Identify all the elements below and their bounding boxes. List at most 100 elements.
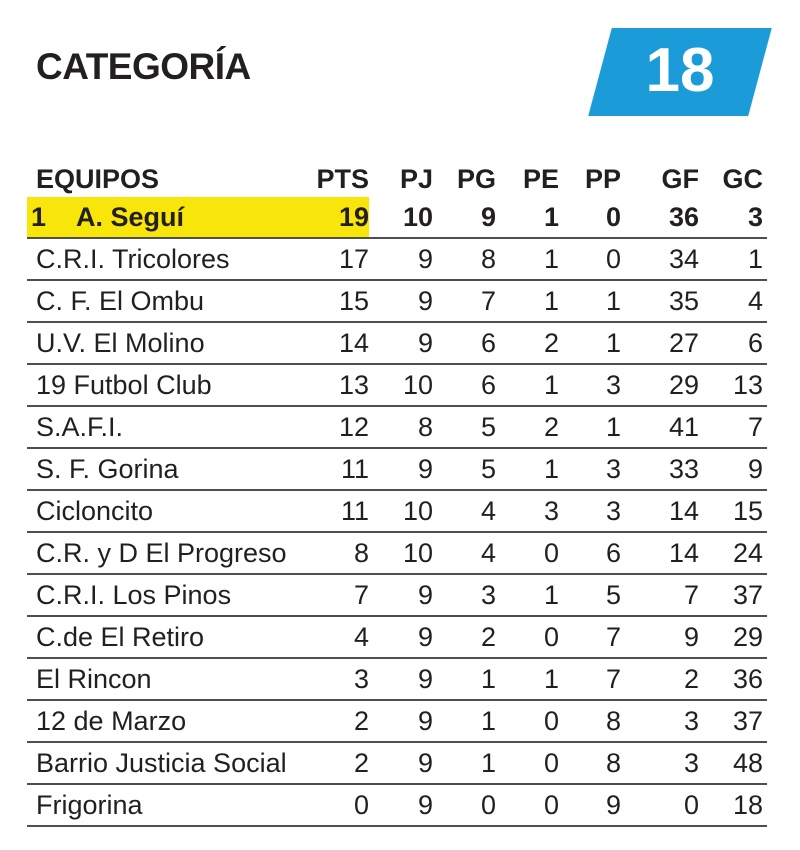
gf-cell: 33 (668, 453, 699, 484)
pj-cell: 10 (402, 201, 433, 232)
pp-cell: 3 (605, 495, 621, 526)
pts-cell: 8 (353, 537, 369, 568)
pg-cell: 1 (480, 747, 496, 778)
team-cell: El Rincon (27, 659, 299, 699)
table-row: Cicloncito 11 10 4 3 3 14 15 (27, 491, 767, 533)
team-cell: U.V. El Molino (27, 323, 299, 363)
column-header-gc: GC (722, 164, 764, 194)
team-cell: S. F. Gorina (27, 449, 299, 489)
gf-cell: 36 (668, 201, 699, 232)
pp-cell: 0 (605, 201, 621, 232)
table-row: 12 de Marzo 2 9 1 0 8 3 37 (27, 701, 767, 743)
team-name: 12 de Marzo (36, 705, 187, 736)
gf-cell: 2 (683, 663, 699, 694)
gf-cell: 34 (668, 243, 699, 274)
pts-cell: 7 (353, 579, 369, 610)
team-cell: C. F. El Ombu (27, 281, 299, 321)
table-row: C.R.I. Tricolores 17 9 8 1 0 34 1 (27, 239, 767, 281)
pe-cell: 2 (543, 327, 559, 358)
pj-cell: 9 (417, 285, 433, 316)
pg-cell: 0 (480, 789, 496, 820)
table-row: S. F. Gorina 11 9 5 1 3 33 9 (27, 449, 767, 491)
pj-cell: 9 (417, 453, 433, 484)
pp-cell: 1 (605, 411, 621, 442)
gc-cell: 7 (747, 411, 763, 442)
pp-cell: 9 (605, 789, 621, 820)
gf-cell: 14 (668, 495, 699, 526)
pg-cell: 2 (480, 621, 496, 652)
column-header-pts: PTS (316, 164, 369, 194)
pp-cell: 6 (605, 537, 621, 568)
pj-cell: 9 (417, 579, 433, 610)
pe-cell: 1 (543, 285, 559, 316)
table-row: S.A.F.I. 12 8 5 2 1 41 7 (27, 407, 767, 449)
team-cell: 12 de Marzo (27, 701, 299, 741)
standings-table: EQUIPOS PTS PJ PG PE PP GF GC 1 A. Seguí 19 10 9 1 0 3… (27, 162, 767, 827)
pp-cell: 1 (605, 327, 621, 358)
gc-cell: 36 (732, 663, 763, 694)
table-row: U.V. El Molino 14 9 6 2 1 27 6 (27, 323, 767, 365)
pts-cell: 2 (353, 747, 369, 778)
team-name: C.R.I. Los Pinos (36, 579, 232, 610)
pp-cell: 8 (605, 705, 621, 736)
rank-label: 1 (31, 201, 47, 232)
team-cell: C.de El Retiro (27, 617, 299, 657)
gf-cell: 41 (668, 411, 699, 442)
pj-cell: 9 (417, 705, 433, 736)
pp-cell: 5 (605, 579, 621, 610)
gc-cell: 1 (747, 243, 763, 274)
pp-cell: 7 (605, 663, 621, 694)
gf-cell: 9 (683, 621, 699, 652)
pg-cell: 6 (480, 369, 496, 400)
gf-cell: 35 (668, 285, 699, 316)
pe-cell: 1 (543, 369, 559, 400)
pe-cell: 0 (543, 747, 559, 778)
pp-cell: 0 (605, 243, 621, 274)
pe-cell: 0 (543, 705, 559, 736)
team-name: A. Seguí (76, 201, 185, 232)
pg-cell: 8 (480, 243, 496, 274)
table-body: 1 A. Seguí 19 10 9 1 0 36 3 C.R.I. Tricolores 17 9 8… (27, 197, 767, 827)
pts-cell: 4 (353, 621, 369, 652)
pg-cell: 4 (480, 495, 496, 526)
column-header-team: EQUIPOS (36, 164, 160, 194)
pe-cell: 1 (543, 201, 559, 232)
pg-cell: 1 (480, 705, 496, 736)
team-name: Cicloncito (36, 495, 154, 526)
table-row: 1 A. Seguí 19 10 9 1 0 36 3 (27, 197, 767, 239)
pe-cell: 1 (543, 243, 559, 274)
gf-cell: 7 (683, 579, 699, 610)
gc-cell: 4 (747, 285, 763, 316)
pts-cell: 0 (353, 789, 369, 820)
team-cell: 19 Futbol Club (27, 365, 299, 405)
team-cell: C.R. y D El Progreso (27, 533, 299, 573)
column-header-pe: PE (522, 164, 559, 194)
pe-cell: 3 (543, 495, 559, 526)
table-row: El Rincon 3 9 1 1 7 2 36 (27, 659, 767, 701)
team-cell: Barrio Justicia Social (27, 743, 299, 783)
gc-cell: 15 (732, 495, 763, 526)
gf-cell: 0 (683, 789, 699, 820)
pp-cell: 8 (605, 747, 621, 778)
team-name: S. F. Gorina (36, 453, 179, 484)
pg-cell: 4 (480, 537, 496, 568)
team-name: S.A.F.I. (36, 411, 124, 442)
team-cell: S.A.F.I. (27, 407, 299, 447)
pts-cell: 3 (353, 663, 369, 694)
pe-cell: 1 (543, 663, 559, 694)
pj-cell: 10 (402, 369, 433, 400)
pj-cell: 8 (417, 411, 433, 442)
gc-cell: 3 (747, 201, 763, 232)
gf-cell: 29 (668, 369, 699, 400)
pj-cell: 9 (417, 621, 433, 652)
page-title: CATEGORÍA (36, 46, 251, 87)
column-header-pp: PP (584, 164, 621, 194)
gc-cell: 29 (732, 621, 763, 652)
table-row: C. F. El Ombu 15 9 7 1 1 35 4 (27, 281, 767, 323)
pg-cell: 1 (480, 663, 496, 694)
pts-cell: 2 (353, 705, 369, 736)
pj-cell: 9 (417, 789, 433, 820)
pts-cell: 11 (340, 453, 369, 484)
pp-cell: 3 (605, 369, 621, 400)
team-cell: C.R.I. Tricolores (27, 239, 299, 279)
